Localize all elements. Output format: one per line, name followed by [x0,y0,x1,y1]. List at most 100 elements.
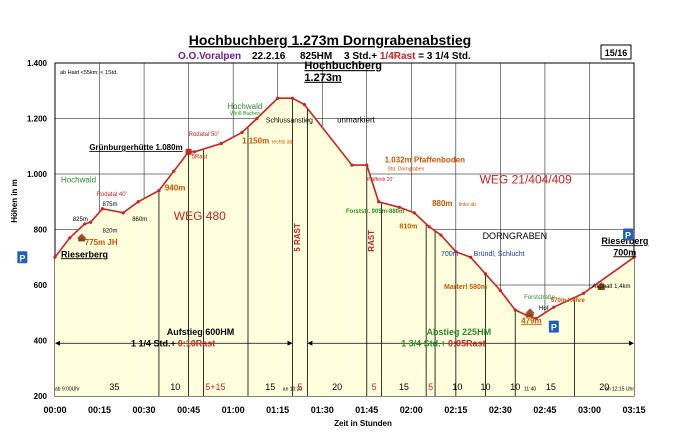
annotation-label: Hof [539,306,549,312]
annotation-label: Forststr. 905m-880m [346,209,404,215]
segment-duration-label: 5+15 [205,382,225,392]
x-tick-label: 01:45 [355,405,378,415]
segment-duration-label: 15 [399,382,409,392]
page-indicator-box [600,44,632,60]
parking-sign-icon [623,228,634,241]
direction-arrows [55,340,634,346]
annotation-label: 1.150m [242,136,269,145]
annotation-label: WEG 21/404/409 [480,173,572,187]
profile-point [469,255,473,259]
profile-point [534,316,538,321]
annotation-label: Bründl, Schlucht [474,251,525,258]
x-axis: 00:00 00:15 00:30 00:45 01:00 01:15 01:30 01:45… [43,405,645,415]
profile-point [632,255,636,259]
hut-marker [185,148,192,155]
profile-point [350,163,354,167]
house-icon [596,282,607,287]
y-tick-label: 1.000 [27,170,48,179]
descent-arrow-head-left [307,340,313,346]
map-markers [76,148,607,317]
annotation-label: 940m [165,184,185,193]
y-axis-title: Höhen in m [10,179,19,223]
x-tick-label: 01:00 [222,405,245,415]
annotation-label: Marterl 580m [444,284,487,291]
profile-point [581,291,586,295]
profile-points [53,96,636,321]
annotation-label: Aufstieg 600HM [167,327,235,337]
annotation-label: Schlussanstieg [266,118,313,125]
annotation-label: Rodatal 40' [97,192,127,198]
parking-sign-label: P [19,253,25,263]
ascent-arrow-head-right [287,340,293,346]
annotation-label: 0:05Rast [448,339,486,349]
parking-sign-label: P [551,323,557,333]
profile-line [54,97,635,320]
profile-point [439,233,443,237]
profile-point [255,116,259,121]
annotation-label: DORNGRABEN [483,231,548,241]
profile-point [412,211,416,215]
profile-point [219,141,223,146]
chart-title: Hochbuchberg 1.273m Dorngrabenabstieg [189,32,471,48]
profile-point [513,308,517,312]
annotation-label: Std. Dorngraben [388,166,425,172]
y-tick-label: 800 [34,226,48,235]
profile-point [89,220,93,224]
segment-duration-label: 5 [372,382,377,392]
profile-point [483,272,488,276]
annotation-label: 825m [73,217,88,223]
parking-signs: P P P [17,228,634,333]
x-tick-label: 02:15 [444,405,467,415]
annotation-label: ab 9:00Uhr [55,387,80,393]
profile-point [276,96,280,100]
annotation-label: 880m [432,199,452,208]
parking-sign-label: P [625,230,631,240]
annotation-label: rechts ab [272,139,293,145]
annotation-label: 700m [613,247,636,257]
profile-point [121,211,125,215]
segment-duration-label: 10 [170,382,180,392]
segment-labels: 35 10 5+15 15 5 20 5 15 5 10 10 10 15 20 [109,382,609,392]
profile-point [192,150,197,154]
segment-duration-label: 10 [510,382,520,392]
annotation-label: links ab [459,202,476,208]
x-tick-label: 02:30 [489,405,512,415]
x-tick-label: 01:15 [266,405,289,415]
y-tick-label: 1.400 [27,59,48,68]
time-main: 3 Std.+ [344,51,380,62]
time-summary: 3 Std.+ 1/4Rast = 3 1/4 Std. [344,51,471,62]
annotation-label: Rieserberg [601,236,648,246]
time-rest: 1/4Rast [380,51,416,62]
x-tick-label: 02:00 [400,405,423,415]
annotation-label: Rieserberg [61,249,108,259]
parking-sign-icon [17,251,28,264]
profile-point [157,189,161,193]
parking-sign-icon [548,320,559,333]
annotation-label: Forststraße [524,295,555,301]
profile-point [172,169,176,173]
x-axis-title: Zeit in Stunden [334,419,392,428]
house-icon-base [78,238,86,242]
x-tick-label: 01:30 [311,405,334,415]
organization-label: O.O.Voralpen [178,51,241,62]
profile-point [365,163,369,167]
profile-fill [55,98,634,396]
profile-point [397,205,402,209]
y-axis: 200 400 600 800 1.000 1.200 1.400 [27,59,48,401]
annotation-label: 5 RAST [293,223,302,252]
annotation-label: 1.273m [304,72,342,84]
profile-point [552,305,556,309]
profile-point [136,200,140,204]
profile-point [427,225,431,229]
ascent-arrow-head-left [55,340,60,346]
annotation-label: 875m [103,202,118,208]
annotation-label: RAST [367,230,376,252]
annotation-label: 810m [399,223,417,230]
y-tick-label: 400 [34,337,48,346]
x-tick-label: 02:45 [533,405,556,415]
x-tick-label: 00:15 [88,405,111,415]
segment-duration-label: 20 [599,382,609,392]
annotation-label: 700m [441,251,459,258]
approach-note: ab Haid <55km; < 1Std. [60,70,118,76]
segment-duration-label: 15 [265,382,275,392]
